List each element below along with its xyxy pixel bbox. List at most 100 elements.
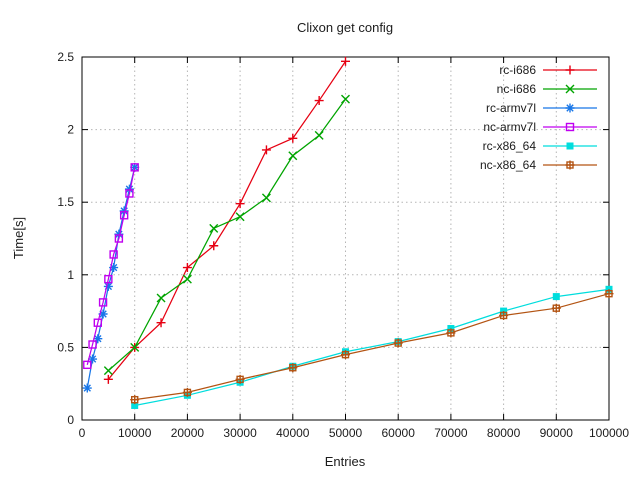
series-point-rc-x86_64 — [131, 401, 139, 409]
x-tick-label: 70000 — [434, 426, 468, 440]
series-point-nc-x86_64 — [604, 289, 614, 299]
square-plus-marker-box — [130, 395, 139, 404]
legend-item-rc-i686: rc-i686 — [499, 63, 597, 77]
square-open-marker — [104, 274, 113, 284]
square-open-marker — [114, 234, 124, 243]
series-point-nc-armv7l — [125, 189, 134, 198]
series-point-nc-armv7l — [114, 234, 124, 243]
cross-marker-stroke — [565, 84, 575, 94]
plus-marker-stroke — [235, 199, 245, 209]
legend-item-nc-armv7l: nc-armv7l — [483, 120, 597, 134]
square-open-marker — [83, 360, 92, 370]
series-point-rc-i686 — [156, 318, 166, 328]
series-point-nc-x86_64 — [130, 395, 140, 405]
x-tick-label: 20000 — [171, 426, 205, 440]
asterisk-marker-stroke — [115, 230, 123, 238]
x-tick-label: 50000 — [329, 426, 363, 440]
legend-label: nc-armv7l — [483, 120, 536, 134]
legend-key-marker — [565, 103, 575, 113]
x-tick-label: 10000 — [118, 426, 152, 440]
series-point-nc-i686 — [288, 151, 298, 161]
series-point-rc-x86_64 — [552, 293, 560, 301]
square-open-marker — [125, 189, 134, 198]
cross-marker-stroke — [130, 342, 140, 352]
data-series — [82, 56, 614, 409]
legend-item-rc-armv7l: rc-armv7l — [486, 101, 597, 115]
legend-label: rc-i686 — [499, 63, 536, 77]
axis-ticks — [81, 56, 610, 421]
square-open-marker — [88, 340, 97, 349]
series-point-nc-i686 — [261, 193, 271, 203]
cross-marker-stroke — [314, 130, 324, 140]
series-point-nc-x86_64 — [235, 374, 245, 384]
cross-marker-stroke — [209, 223, 219, 233]
series-point-nc-armv7l — [98, 298, 108, 307]
plus-marker-stroke — [288, 133, 298, 143]
plus-marker-stroke — [156, 318, 166, 328]
gridlines — [82, 57, 609, 420]
square-plus-marker-box — [499, 311, 508, 320]
x-tick-label: 0 — [79, 426, 86, 440]
legend-label: rc-armv7l — [486, 101, 536, 115]
series-point-nc-armv7l — [83, 360, 92, 370]
series-point-nc-x86_64 — [182, 387, 192, 397]
square-plus-marker-box — [341, 350, 350, 359]
square-filled-marker — [131, 401, 139, 409]
series-line-rc-i686 — [107, 61, 347, 380]
square-plus-marker-box — [236, 375, 244, 384]
square-plus-marker-box — [447, 329, 455, 337]
asterisk-marker-stroke — [83, 384, 91, 392]
legend-key-marker — [565, 160, 575, 170]
y-tick-label: 0.5 — [57, 340, 74, 354]
square-open-marker — [109, 250, 118, 259]
legend-key-marker — [565, 122, 575, 132]
legend: rc-i686 nc-i686 rc-armv7l nc-armv7l rc-x86_6… — [480, 63, 597, 172]
legend-item-rc-x86_64: rc-x86_64 — [483, 139, 597, 153]
series-point-rc-i686 — [261, 145, 271, 155]
x-tick-label: 30000 — [223, 426, 257, 440]
cross-marker-stroke — [182, 274, 192, 284]
legend-key-marker — [565, 65, 575, 75]
plus-marker-stroke — [103, 374, 113, 384]
series-point-nc-i686 — [209, 223, 219, 233]
series-point-nc-i686 — [235, 212, 245, 222]
series-point-rc-i686 — [209, 241, 219, 251]
y-tick-label: 0 — [67, 413, 74, 427]
plus-marker-stroke — [261, 145, 271, 155]
series-point-nc-armv7l — [119, 211, 129, 220]
square-open-marker — [98, 298, 108, 307]
legend-label: nc-i686 — [497, 82, 537, 96]
y-tick-label: 1 — [67, 268, 74, 282]
square-plus-marker-box — [552, 304, 560, 312]
series-point-nc-armv7l — [104, 274, 113, 284]
asterisk-marker-stroke — [125, 185, 134, 193]
square-plus-marker-box — [289, 364, 297, 372]
square-filled-marker — [566, 142, 574, 150]
x-tick-label: 90000 — [540, 426, 574, 440]
axis-tick-labels: 0 10000 20000 30000 40000 50000 60000 70000 8000… — [57, 50, 629, 440]
legend-item-nc-x86_64: nc-x86_64 — [480, 158, 597, 172]
cross-marker-stroke — [288, 151, 298, 161]
cross-marker-stroke — [261, 193, 271, 203]
series-line-nc-i686 — [107, 98, 347, 372]
series-point-rc-i686 — [103, 374, 113, 384]
series-point-nc-armv7l — [130, 163, 139, 172]
series-point-rc-i686 — [341, 56, 350, 66]
square-filled-marker — [552, 293, 560, 301]
cross-marker-stroke — [235, 212, 245, 222]
x-tick-label: 60000 — [382, 426, 416, 440]
plus-marker-stroke — [209, 241, 219, 251]
x-tick-label: 100000 — [589, 426, 629, 440]
y-tick-label: 2.5 — [57, 50, 74, 64]
x-tick-label: 40000 — [276, 426, 310, 440]
series-line-rc-armv7l — [86, 167, 136, 389]
square-open-marker — [119, 211, 129, 220]
chart-title: Clixon get config — [297, 20, 393, 35]
square-plus-marker-box — [605, 289, 613, 298]
series-point-nc-armv7l — [88, 340, 97, 349]
x-axis-label: Entries — [325, 454, 366, 469]
legend-item-nc-i686: nc-i686 — [497, 82, 597, 96]
series-point-nc-i686 — [314, 130, 324, 140]
legend-label: nc-x86_64 — [480, 158, 536, 172]
series-line-rc-x86_64 — [134, 288, 610, 407]
